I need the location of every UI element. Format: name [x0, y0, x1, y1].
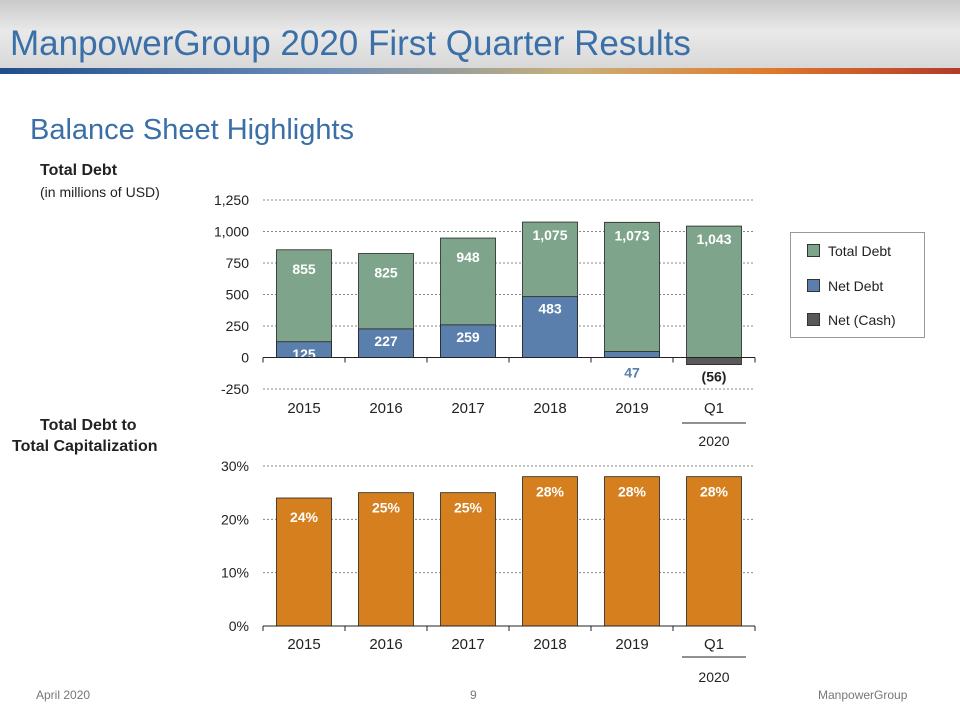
- x-tick-label: 2017: [451, 400, 484, 417]
- capitalization-value-label: 28%: [618, 484, 647, 500]
- legend-swatch-net-cash: [807, 313, 820, 326]
- capitalization-value-label: 24%: [290, 509, 319, 525]
- header-background: [0, 0, 960, 70]
- x-tick-label: 2019: [615, 636, 648, 653]
- y-tick-label: 10%: [221, 565, 249, 581]
- x-tick-label: 2016: [369, 400, 402, 417]
- group-label: 2020: [698, 669, 729, 685]
- x-tick-label: 2019: [615, 400, 648, 417]
- legend-item-net-debt: Net Debt: [807, 278, 883, 294]
- legend-label-net-debt: Net Debt: [828, 278, 884, 294]
- x-tick-label: 2018: [533, 636, 566, 653]
- y-tick-label: 1,000: [214, 224, 249, 240]
- chart1-unit: (in millions of USD): [40, 184, 160, 200]
- net-debt-value-label: (56): [702, 369, 727, 385]
- x-tick-label: 2016: [369, 636, 402, 653]
- legend-label-total-debt: Total Debt: [828, 243, 892, 259]
- capitalization-bar: [604, 476, 660, 627]
- y-tick-label: 20%: [221, 511, 249, 527]
- chart1-title: Total Debt: [40, 162, 118, 179]
- x-tick-label: 2015: [287, 636, 320, 653]
- capitalization-bar: [358, 492, 414, 627]
- x-tick-label: 2018: [533, 400, 566, 417]
- legend-item-net-cash: Net (Cash): [807, 312, 896, 328]
- x-tick-label: 2015: [287, 400, 320, 417]
- debt-to-capitalization-chart: 0% 10% 20% 30% 24% 2015 25% 2016 25% 2017 28% 2018 2…: [221, 458, 756, 685]
- total-debt-chart: -250 0 250 500 750 1,000 1,250 855 125 2015 825 227…: [214, 192, 756, 449]
- slide-title: ManpowerGroup 2020 First Quarter Results: [10, 24, 691, 63]
- y-tick-label: 750: [226, 255, 250, 271]
- slide-subtitle: Balance Sheet Highlights: [30, 114, 355, 146]
- legend-swatch-total-debt: [807, 244, 820, 257]
- total-debt-value-label: 825: [374, 265, 398, 281]
- y-tick-label: 0%: [229, 618, 249, 634]
- net-debt-value-label: 483: [538, 301, 562, 317]
- total-debt-bar: [604, 221, 660, 358]
- net-debt-bar: [440, 324, 496, 358]
- group-label: 2020: [698, 433, 729, 449]
- y-tick-label: 1,250: [214, 192, 249, 208]
- total-debt-value-label: 1,073: [614, 227, 649, 243]
- capitalization-value-label: 25%: [372, 500, 401, 516]
- total-debt-value-label: 855: [292, 261, 316, 277]
- x-tick-label: Q1: [704, 636, 724, 653]
- total-debt-value-label: 948: [456, 249, 480, 265]
- footer-company: ManpowerGroup: [818, 688, 908, 702]
- y-tick-label: 0: [241, 350, 249, 366]
- capitalization-bar: [276, 497, 332, 627]
- total-debt-value-label: 1,043: [696, 231, 731, 247]
- net-debt-value-label: 259: [456, 329, 480, 345]
- chart-legend: Total Debt Net Debt Net (Cash): [790, 232, 925, 338]
- y-tick-label: 250: [226, 318, 250, 334]
- net-debt-bar: [358, 328, 414, 358]
- x-tick-label: Q1: [704, 400, 724, 417]
- capitalization-value-label: 28%: [700, 484, 729, 500]
- net-debt-value-label: 125: [292, 346, 316, 362]
- total-debt-value-label: 1,075: [532, 227, 567, 243]
- capitalization-value-label: 28%: [536, 484, 565, 500]
- legend-item-total-debt: Total Debt: [807, 243, 891, 259]
- chart2-title-line1: Total Debt to: [40, 417, 137, 434]
- y-tick-label: 30%: [221, 458, 249, 474]
- capitalization-value-label: 25%: [454, 500, 483, 516]
- legend-swatch-net-debt: [807, 279, 820, 292]
- net-debt-bar: [686, 357, 742, 365]
- chart2-title-line2: Total Capitalization: [12, 438, 158, 455]
- net-debt-value-label: 227: [374, 333, 398, 349]
- x-tick-label: 2017: [451, 636, 484, 653]
- footer-date: April 2020: [36, 688, 91, 702]
- net-debt-bar: [604, 351, 660, 358]
- y-tick-label: -250: [221, 381, 249, 397]
- header-stripe: [0, 68, 960, 74]
- net-debt-value-label: 47: [624, 365, 640, 381]
- legend-label-net-cash: Net (Cash): [828, 312, 896, 328]
- net-debt-bar: [522, 296, 578, 358]
- capitalization-bar: [440, 492, 496, 627]
- y-tick-label: 500: [226, 287, 250, 303]
- total-debt-bar: [686, 225, 742, 358]
- footer-page-number: 9: [470, 688, 477, 702]
